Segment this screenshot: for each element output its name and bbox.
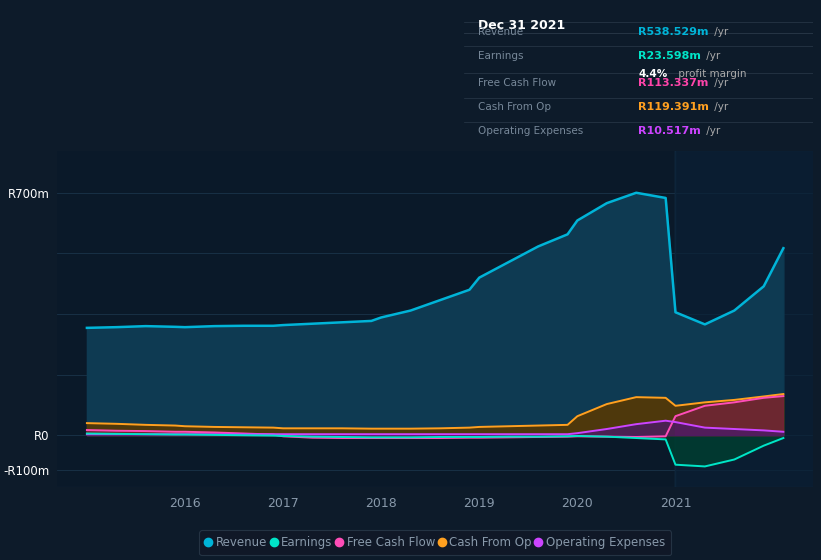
Text: Earnings: Earnings xyxy=(478,51,523,60)
Text: Free Cash Flow: Free Cash Flow xyxy=(478,78,556,88)
Text: Cash From Op: Cash From Op xyxy=(478,102,551,112)
Text: 4.4%: 4.4% xyxy=(639,69,667,79)
Text: profit margin: profit margin xyxy=(675,69,746,79)
Bar xyxy=(676,151,813,487)
Text: R538.529m: R538.529m xyxy=(639,26,709,36)
Text: Operating Expenses: Operating Expenses xyxy=(478,127,583,136)
Text: /yr: /yr xyxy=(710,102,727,112)
Text: R10.517m: R10.517m xyxy=(639,127,701,136)
Text: Revenue: Revenue xyxy=(478,26,523,36)
Text: /yr: /yr xyxy=(710,78,727,88)
Text: /yr: /yr xyxy=(703,127,720,136)
Text: R113.337m: R113.337m xyxy=(639,78,709,88)
Text: R119.391m: R119.391m xyxy=(639,102,709,112)
Text: /yr: /yr xyxy=(703,51,720,60)
Text: /yr: /yr xyxy=(710,26,727,36)
Text: R23.598m: R23.598m xyxy=(639,51,701,60)
Text: Dec 31 2021: Dec 31 2021 xyxy=(478,19,565,32)
Legend: Revenue, Earnings, Free Cash Flow, Cash From Op, Operating Expenses: Revenue, Earnings, Free Cash Flow, Cash … xyxy=(200,530,671,555)
